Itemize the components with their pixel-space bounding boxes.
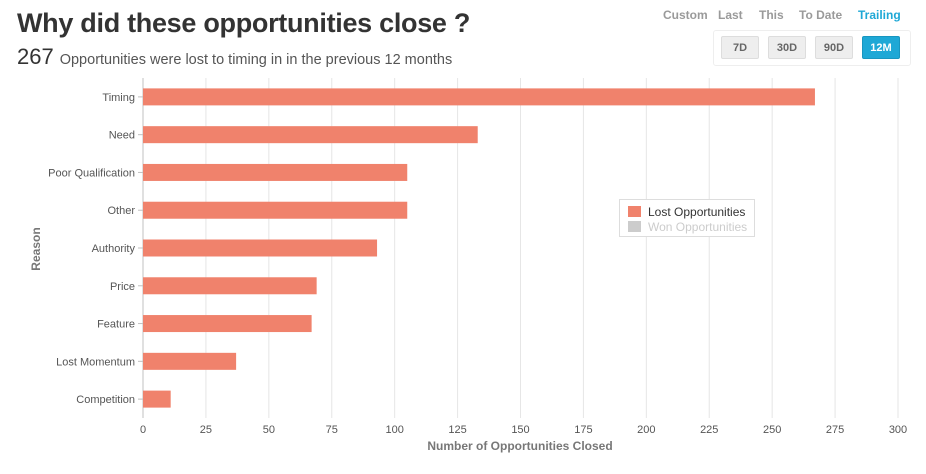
bar[interactable]: [143, 239, 378, 257]
y-tick-label: Lost Momentum: [56, 356, 135, 368]
lost-count: 267: [17, 44, 54, 69]
y-tick-label: Other: [107, 205, 135, 217]
x-tick-label: 125: [448, 424, 466, 436]
x-tick-label: 150: [511, 424, 529, 436]
y-tick-label: Need: [109, 130, 135, 142]
x-tick-label: 0: [140, 424, 146, 436]
bar[interactable]: [143, 126, 478, 144]
range-tab-custom[interactable]: Custom: [663, 8, 708, 22]
x-tick-label: 100: [385, 424, 403, 436]
chart-legend: Lost Opportunities Won Opportunities: [619, 199, 755, 237]
y-tick-label: Feature: [97, 319, 135, 331]
x-tick-label: 225: [700, 424, 718, 436]
y-tick-label: Poor Qualification: [48, 167, 135, 179]
legend-item-lost[interactable]: Lost Opportunities: [620, 204, 754, 219]
period-selector: 7D 30D 90D 12M: [713, 30, 911, 66]
bar[interactable]: [143, 315, 312, 333]
bar[interactable]: [143, 163, 408, 181]
x-tick-label: 25: [200, 424, 212, 436]
legend-label-won: Won Opportunities: [648, 219, 748, 234]
bar[interactable]: [143, 352, 237, 370]
bar[interactable]: [143, 88, 815, 106]
period-button-12m[interactable]: 12M: [862, 36, 900, 59]
x-tick-label: 250: [763, 424, 781, 436]
period-button-30d[interactable]: 30D: [768, 36, 806, 59]
legend-swatch-won: [628, 221, 641, 232]
x-tick-label: 75: [326, 424, 338, 436]
legend-item-won[interactable]: Won Opportunities: [620, 219, 754, 234]
x-tick-label: 275: [826, 424, 844, 436]
bar[interactable]: [143, 390, 171, 408]
subtitle: 267 Opportunities were lost to timing in …: [17, 44, 452, 70]
x-axis-title: Number of Opportunities Closed: [427, 439, 612, 453]
x-tick-label: 300: [889, 424, 907, 436]
y-tick-label: Price: [110, 281, 135, 293]
range-tab-this[interactable]: This: [759, 8, 784, 22]
bar[interactable]: [143, 277, 317, 295]
period-button-90d[interactable]: 90D: [815, 36, 853, 59]
period-button-7d[interactable]: 7D: [721, 36, 759, 59]
range-tab-trailing[interactable]: Trailing: [858, 8, 901, 22]
y-tick-label: Timing: [102, 92, 135, 104]
range-tab-last[interactable]: Last: [718, 8, 743, 22]
bar[interactable]: [143, 201, 408, 219]
x-tick-label: 50: [263, 424, 275, 436]
legend-swatch-lost: [628, 206, 641, 217]
y-tick-label: Competition: [76, 394, 135, 406]
y-tick-label: Authority: [92, 243, 136, 255]
x-tick-label: 200: [637, 424, 655, 436]
x-tick-label: 175: [574, 424, 592, 436]
subtitle-description: Opportunities were lost to timing in in …: [59, 52, 453, 68]
legend-label-lost: Lost Opportunities: [648, 204, 746, 219]
y-axis-title: Reason: [29, 227, 43, 270]
range-tab-to-date[interactable]: To Date: [799, 8, 843, 22]
page-title: Why did these opportunities close ?: [17, 8, 471, 38]
